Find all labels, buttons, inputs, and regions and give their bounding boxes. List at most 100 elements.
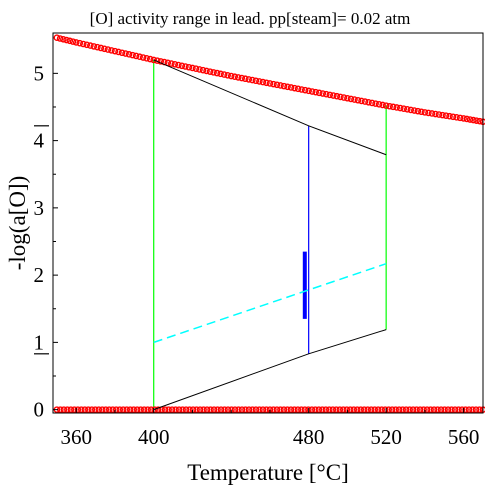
series-0-point — [453, 114, 460, 121]
series-0-point — [418, 108, 425, 116]
series-0-point — [358, 97, 365, 105]
y-tick-label: 4 — [34, 129, 45, 153]
series-1-point — [161, 406, 169, 413]
series-0-point — [476, 117, 484, 125]
series-0-point — [224, 72, 231, 79]
series-0-point — [301, 86, 309, 94]
series-0-point — [389, 103, 397, 111]
series-0-point — [347, 95, 355, 103]
series-1-point — [214, 406, 221, 413]
series-0-point — [139, 54, 147, 61]
series-1-point — [144, 406, 151, 413]
series-0-point — [60, 35, 67, 43]
series-1-point — [196, 406, 204, 413]
series-0-point — [241, 75, 249, 83]
series-1-point — [67, 406, 75, 413]
y-tick-label: 1 — [34, 330, 45, 354]
x-tick-label: 400 — [138, 425, 170, 449]
series-0-point — [53, 34, 61, 42]
series-1 — [53, 406, 485, 413]
series-1-point — [126, 406, 134, 413]
series-1-point — [287, 406, 295, 413]
series-0-point — [122, 50, 129, 57]
series-1-point — [350, 406, 358, 413]
series-1-point — [263, 406, 270, 413]
series-1-point — [458, 406, 466, 413]
series-0-point — [266, 80, 274, 87]
series-1-point — [448, 406, 455, 413]
series-1-point — [336, 406, 344, 413]
series-1-point — [284, 406, 291, 413]
series-0-point — [446, 112, 453, 120]
series-0-point — [382, 102, 390, 109]
series-0 — [53, 34, 485, 126]
series-1-point — [189, 406, 197, 413]
series-0-point — [291, 84, 298, 92]
series-1-point — [301, 406, 309, 413]
series-0-point — [178, 62, 186, 70]
series-0-point — [94, 43, 101, 51]
series-0-point — [354, 96, 362, 104]
x-tick-label: 560 — [448, 425, 480, 449]
series-1-point — [392, 406, 399, 413]
series-0-point — [97, 44, 105, 52]
series-0-point — [421, 109, 429, 116]
series-0-point — [220, 71, 228, 78]
series-1-point — [374, 406, 382, 413]
series-0-point — [456, 114, 464, 122]
series-0-point — [115, 48, 122, 56]
series-0-point — [256, 78, 263, 85]
x-tick-label: 520 — [370, 425, 402, 449]
series-2-line — [153, 59, 387, 156]
series-0-point — [432, 110, 439, 118]
series-1-point — [273, 406, 281, 413]
series-1-point — [137, 406, 145, 413]
series-0-point — [263, 79, 270, 87]
series-0-point — [199, 66, 207, 74]
series-1-point — [270, 406, 277, 413]
series-1-point — [430, 406, 438, 413]
series-1-point — [256, 406, 263, 413]
series-1-point — [98, 406, 106, 413]
series-0-point — [312, 88, 320, 96]
series-1-point — [298, 406, 305, 413]
series-0-point — [284, 83, 291, 91]
series-0-point — [111, 47, 119, 55]
series-1-point — [451, 406, 459, 413]
series-1-point — [469, 406, 476, 413]
series-0-point — [185, 63, 193, 71]
series-1-point — [277, 406, 284, 413]
series-1-point — [326, 406, 333, 413]
series-1-point — [140, 406, 148, 413]
series-1-point — [441, 406, 448, 413]
series-0-point — [245, 76, 253, 83]
series-0-point — [108, 47, 115, 54]
series-1-point — [434, 406, 441, 413]
series-1-point — [252, 406, 260, 413]
series-0-point — [150, 56, 158, 64]
series-1-point — [329, 406, 337, 413]
series-1-point — [116, 406, 124, 413]
plot-area — [53, 34, 485, 413]
series-0-point — [63, 36, 70, 44]
series-1-point — [81, 406, 89, 413]
series-0-point — [411, 107, 418, 114]
series-0-point — [473, 117, 480, 124]
series-1-point — [322, 406, 330, 413]
series-0-point — [396, 104, 404, 112]
series-0-point — [189, 64, 196, 72]
y-tick-label: 0 — [34, 398, 45, 422]
y-axis-label: -log(a[O]) — [5, 176, 30, 271]
series-0-point — [238, 74, 246, 82]
series-1-point — [102, 406, 110, 413]
plot-frame — [52, 32, 484, 414]
series-1-point — [462, 406, 469, 413]
series-1-point — [221, 406, 228, 413]
series-1-point — [308, 406, 316, 413]
series-0-point — [182, 63, 189, 70]
series-1-point — [210, 406, 218, 413]
series-0-point — [175, 61, 182, 69]
series-3 — [153, 329, 387, 411]
series-1-point — [409, 406, 417, 413]
